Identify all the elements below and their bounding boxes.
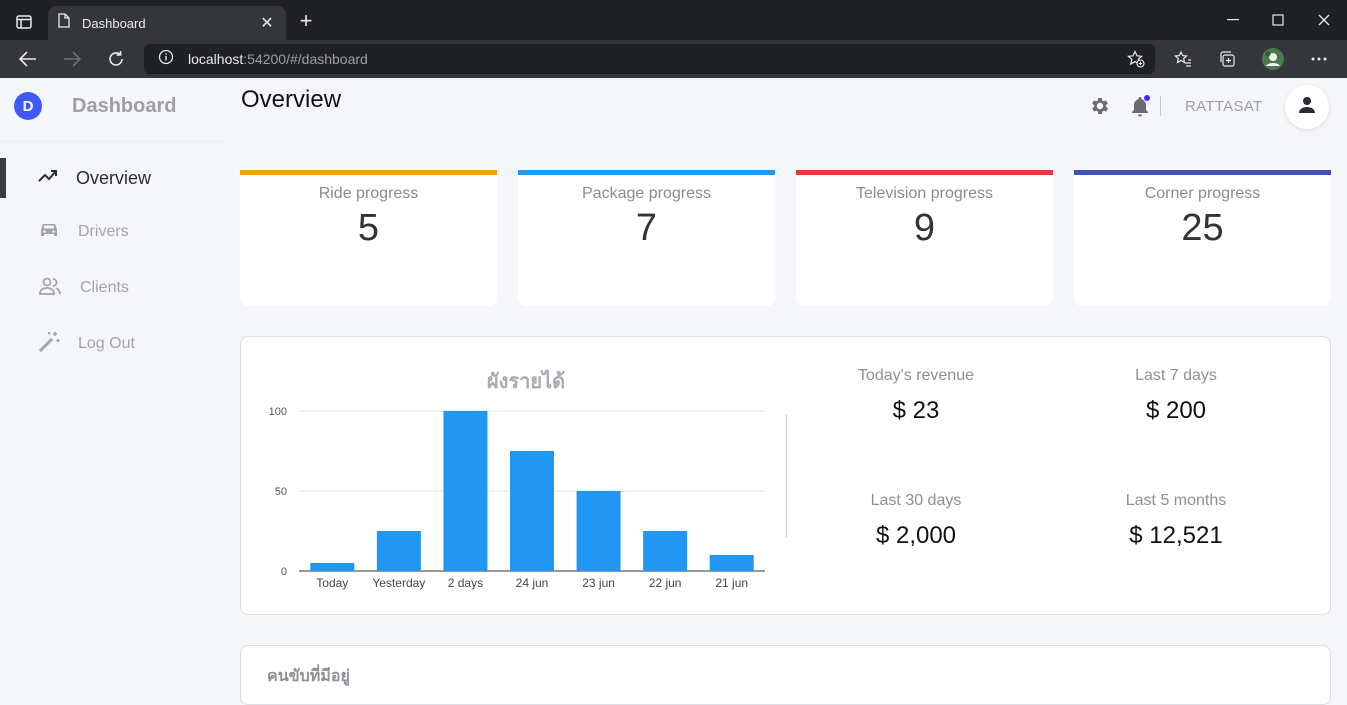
x-tick-label: 23 jun — [582, 576, 615, 590]
url-host: localhost — [188, 51, 244, 67]
brand-logo: D — [14, 92, 42, 120]
sidebar-item-clients[interactable]: Clients — [0, 268, 224, 308]
page-title: Overview — [241, 86, 342, 113]
sidebar-item-drivers[interactable]: Drivers — [0, 212, 224, 252]
kpi-card-television: Television progress 9 — [796, 170, 1053, 306]
stat-today: Today's revenue $ 23 — [806, 367, 1026, 425]
sidebar-item-overview[interactable]: Overview — [0, 158, 224, 198]
revenue-panel: ผังรายได้ 0 50 100 Today Yesterday 2 days 24 j… — [240, 336, 1331, 615]
kpi-card-corner: Corner progress 25 — [1074, 170, 1331, 306]
person-icon — [1297, 95, 1317, 120]
settings-gear-icon[interactable] — [1089, 95, 1111, 117]
collections-icon[interactable] — [1213, 46, 1241, 72]
stat-label: Today's revenue — [857, 367, 974, 384]
sidebar-item-label: Drivers — [78, 223, 129, 240]
card-value: 9 — [913, 207, 936, 249]
stat-last-5-months: Last 5 months $ 12,521 — [1066, 492, 1286, 550]
kpi-card-ride: Ride progress 5 — [240, 170, 497, 306]
minimize-icon[interactable] — [1218, 8, 1248, 32]
x-tick-label: 2 days — [448, 576, 483, 590]
x-tick-label: 21 jun — [715, 576, 748, 590]
username[interactable]: RATTASAT — [1185, 98, 1263, 115]
kpi-card-package: Package progress 7 — [518, 170, 775, 306]
stat-last-30-days: Last 30 days $ 2,000 — [806, 492, 1026, 550]
favorites-icon[interactable] — [1169, 46, 1197, 72]
revenue-bar-chart: 0 50 100 Today Yesterday 2 days 24 jun 23 jun 22… — [269, 406, 765, 590]
new-tab-icon[interactable]: + — [299, 8, 313, 33]
bar — [576, 491, 621, 571]
forward-icon[interactable] — [58, 46, 86, 72]
x-tick-label: 22 jun — [649, 576, 682, 590]
url-path: :54200/#/dashboard — [243, 51, 368, 67]
y-tick-label: 0 — [281, 566, 287, 578]
page-icon — [58, 13, 70, 33]
card-title: Television progress — [856, 185, 993, 202]
more-options-icon[interactable] — [1305, 46, 1333, 72]
stat-label: Last 7 days — [1135, 367, 1217, 384]
card-title: Package progress — [582, 185, 711, 202]
bar — [443, 411, 488, 571]
header-divider — [1160, 96, 1161, 116]
close-tab-icon[interactable]: ✕ — [260, 15, 274, 32]
notifications-bell-icon[interactable] — [1129, 94, 1151, 118]
site-info-icon[interactable] — [158, 49, 174, 70]
available-drivers-panel: คนขับที่มีอยู่ — [240, 645, 1331, 705]
card-title: Ride progress — [318, 185, 419, 202]
stat-last-7-days: Last 7 days $ 200 — [1066, 367, 1286, 425]
users-icon — [38, 277, 62, 300]
card-title: Corner progress — [1144, 185, 1261, 202]
bar — [709, 555, 754, 571]
y-tick-label: 100 — [269, 406, 287, 418]
browser-tab-bar: Dashboard ✕ + — [0, 0, 1347, 40]
browser-toolbar: localhost:54200/#/dashboard — [0, 40, 1347, 78]
bar — [643, 531, 688, 571]
stat-label: Last 30 days — [870, 492, 962, 509]
browser-tab[interactable]: Dashboard ✕ — [48, 6, 286, 40]
x-tick-label: Yesterday — [372, 576, 425, 590]
sidebar-item-label: Clients — [80, 279, 129, 296]
maximize-icon[interactable] — [1263, 8, 1293, 32]
brand-name: Dashboard — [72, 94, 177, 117]
tab-title: Dashboard — [82, 15, 146, 31]
reload-icon[interactable] — [102, 46, 130, 72]
user-avatar[interactable] — [1285, 85, 1329, 129]
chart-divider — [786, 415, 787, 537]
chart-title: ผังรายได้ — [486, 371, 566, 393]
profile-avatar-icon[interactable] — [1259, 46, 1287, 72]
stat-value: $ 23 — [892, 397, 940, 424]
tab-actions-icon[interactable] — [10, 10, 38, 34]
bar — [310, 563, 355, 571]
panel-title: คนขับที่มีอยู่ — [267, 668, 350, 685]
magic-wand-icon — [38, 331, 60, 358]
stat-value: $ 200 — [1145, 397, 1207, 424]
trending-up-icon — [38, 169, 58, 188]
x-tick-label: Today — [316, 576, 348, 590]
address-bar[interactable]: localhost:54200/#/dashboard — [144, 44, 1155, 74]
card-value: 25 — [1181, 207, 1224, 249]
sidebar: D Dashboard Overview Drivers Clients Log… — [0, 78, 224, 688]
stat-label: Last 5 months — [1125, 492, 1227, 509]
sidebar-item-logout[interactable]: Log Out — [0, 324, 224, 364]
brand[interactable]: D Dashboard — [14, 92, 176, 120]
back-icon[interactable] — [14, 46, 42, 72]
add-favorite-icon[interactable] — [1127, 50, 1145, 73]
card-value: 7 — [635, 207, 658, 249]
bar — [376, 531, 421, 571]
x-tick-label: 24 jun — [516, 576, 549, 590]
card-value: 5 — [357, 207, 380, 249]
car-icon — [38, 221, 60, 244]
active-indicator — [0, 158, 6, 198]
window-close-icon[interactable] — [1309, 8, 1339, 32]
divider — [0, 141, 224, 142]
bar — [510, 451, 554, 571]
y-tick-label: 50 — [275, 486, 287, 498]
notification-badge — [1143, 94, 1151, 102]
stat-value: $ 2,000 — [875, 522, 957, 549]
sidebar-item-label: Log Out — [78, 335, 135, 352]
stat-value: $ 12,521 — [1129, 522, 1223, 549]
sidebar-item-label: Overview — [76, 167, 152, 188]
